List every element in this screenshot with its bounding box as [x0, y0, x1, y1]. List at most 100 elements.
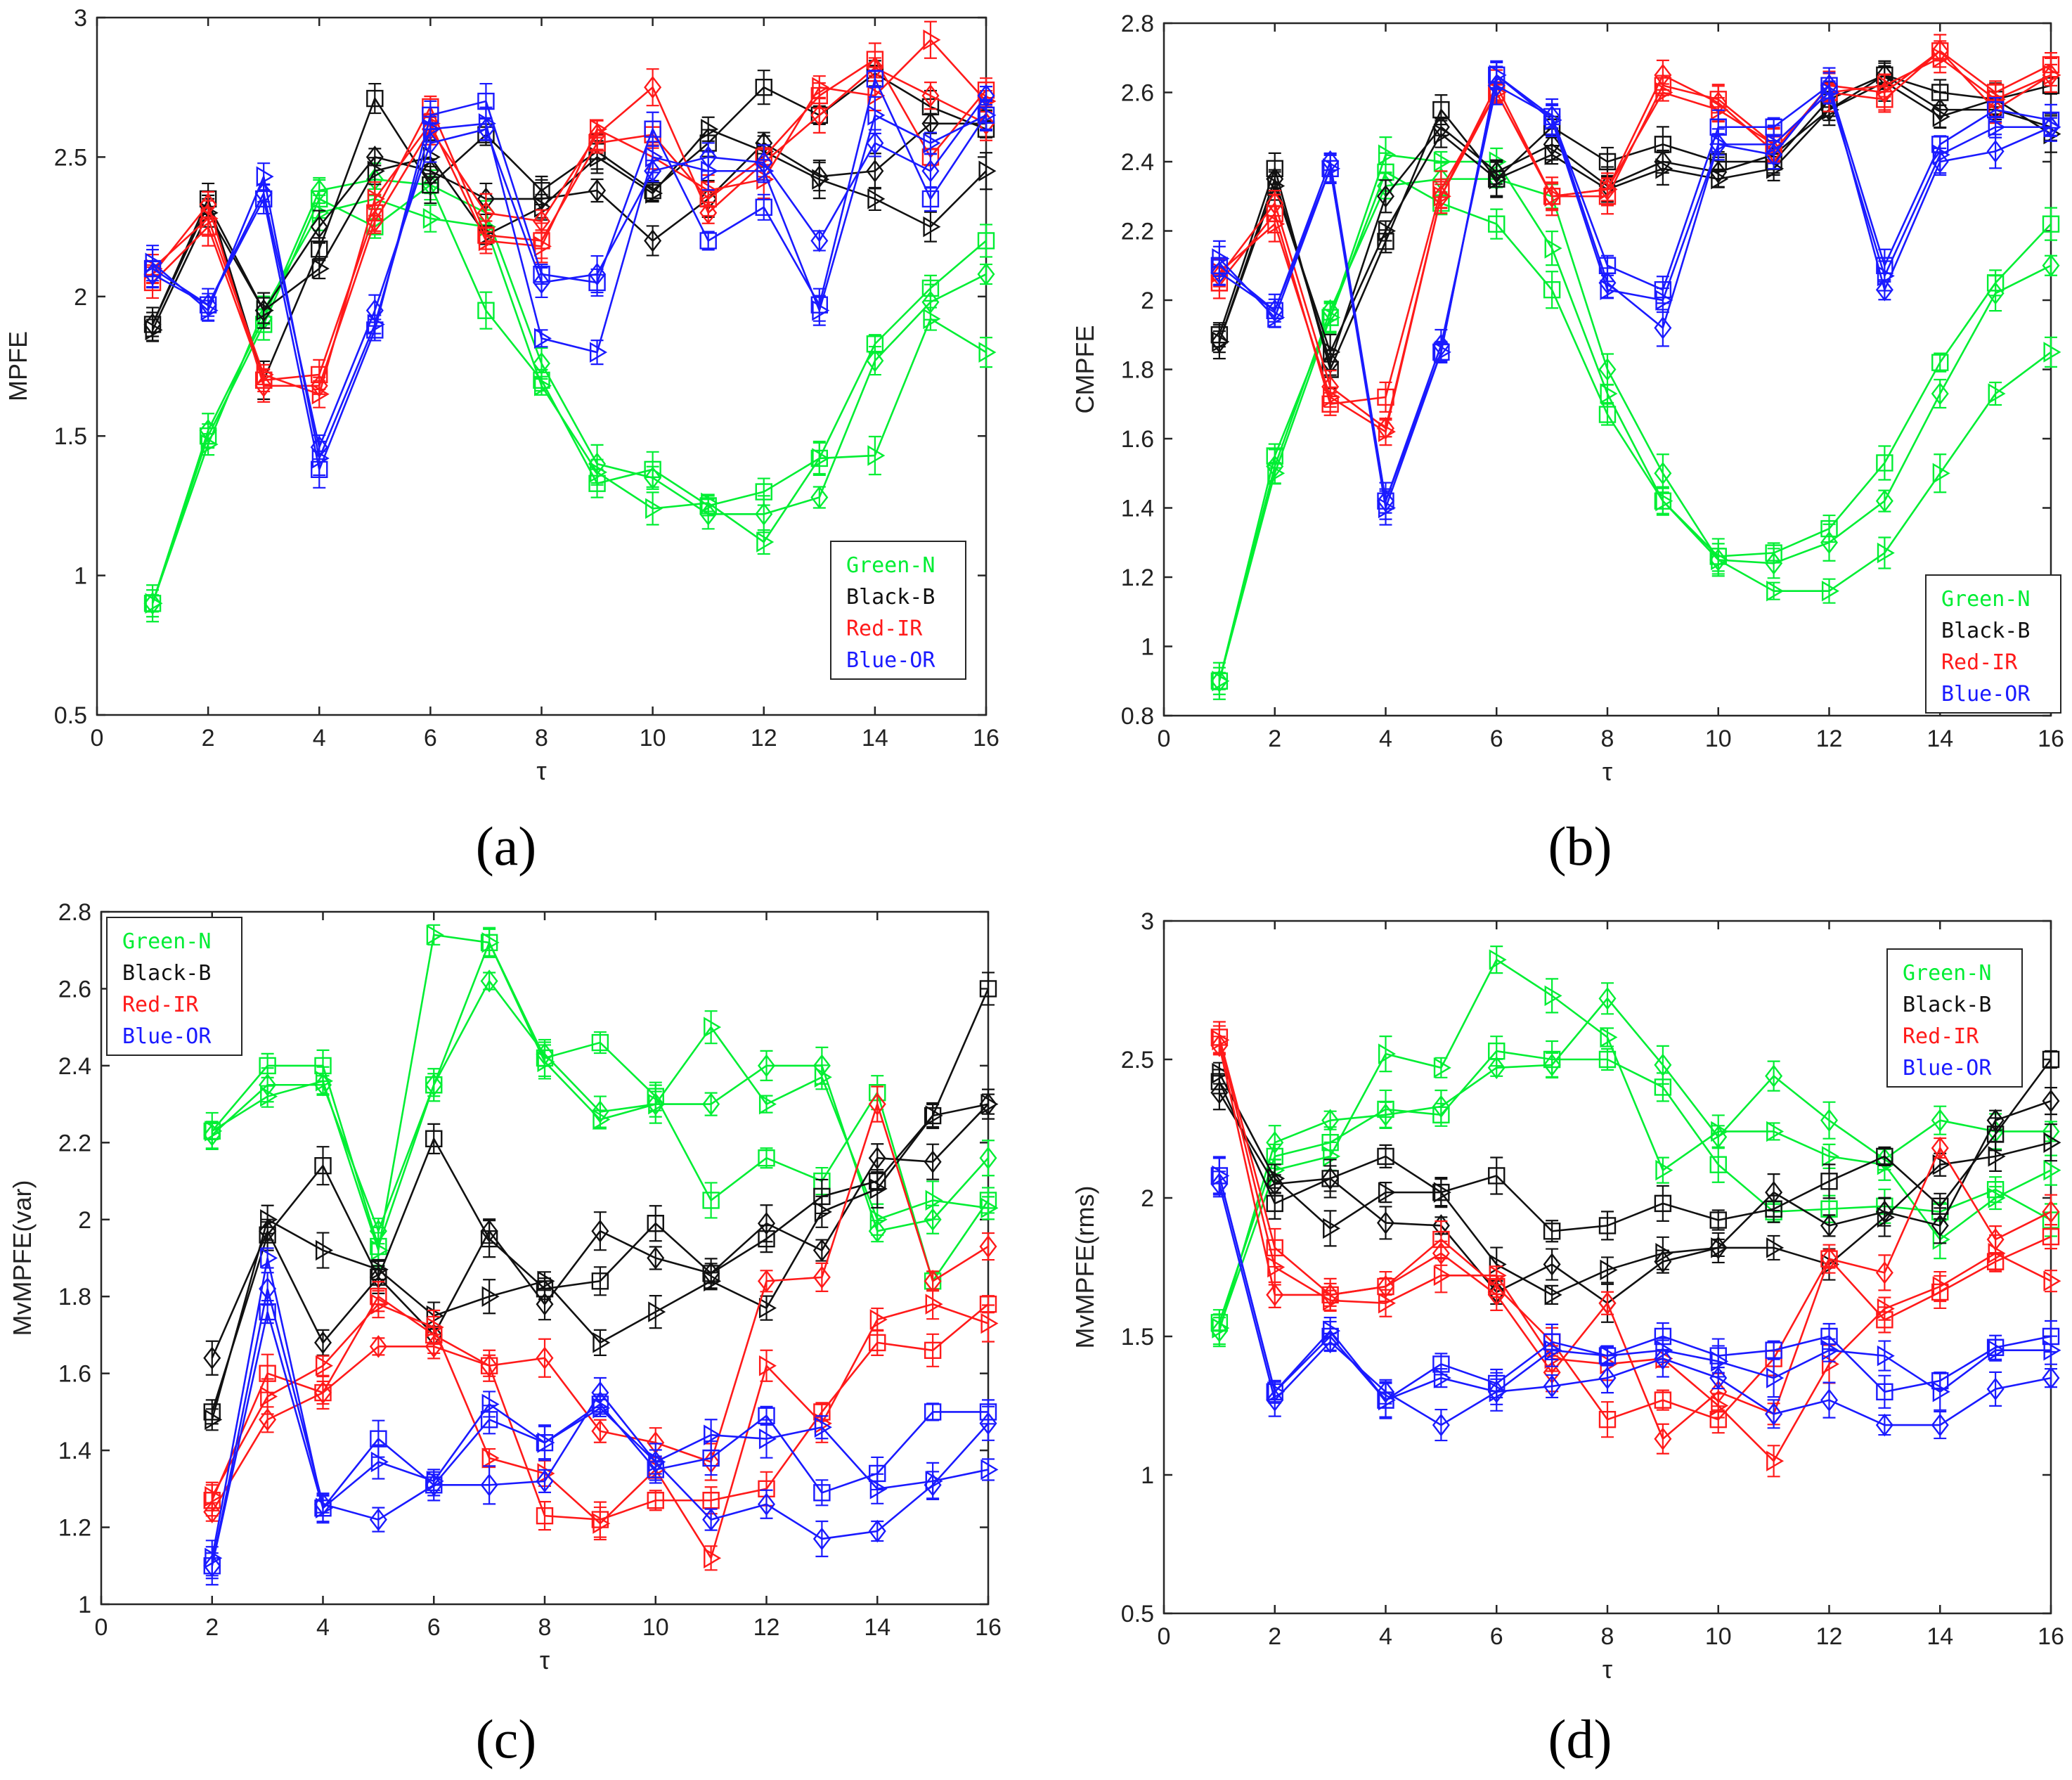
data-point-diamond — [921, 84, 940, 108]
data-point-triangle — [1433, 1182, 1451, 1203]
series-line — [1218, 74, 2052, 366]
data-point-diamond — [812, 1527, 831, 1551]
data-point-triangle — [814, 1201, 832, 1223]
data-point-triangle — [422, 207, 441, 229]
data-point-diamond — [1598, 358, 1617, 381]
data-point-diamond — [310, 215, 328, 238]
data-point-diamond — [644, 75, 662, 99]
data-point-triangle — [980, 1459, 999, 1481]
data-point-diamond — [702, 1508, 720, 1531]
data-point-triangle — [2043, 1159, 2061, 1181]
y-axis-label: MvMPFE(var) — [8, 1180, 37, 1336]
data-point-triangle — [315, 1355, 333, 1376]
y-tick-label: 3 — [1141, 908, 1154, 935]
data-point-square — [1543, 1223, 1561, 1240]
x-tick-label: 14 — [862, 725, 888, 752]
data-point-triangle — [648, 1301, 666, 1322]
data-point-diamond — [259, 1408, 277, 1431]
data-point-diamond — [1931, 1214, 1949, 1237]
y-tick-label: 1 — [1141, 1462, 1154, 1489]
data-point-diamond — [1543, 1374, 1561, 1398]
series-line — [1218, 74, 2052, 373]
data-point-triangle — [814, 1066, 832, 1088]
legend-entry: Black-B — [1941, 619, 2030, 643]
data-point-square — [1321, 395, 1339, 413]
data-point-square — [699, 134, 717, 152]
data-point-square — [591, 1033, 609, 1052]
data-point-diamond — [921, 159, 940, 183]
x-tick-label: 14 — [1927, 725, 1953, 752]
series-line — [152, 114, 987, 462]
data-point-square — [813, 1484, 831, 1502]
data-point-diamond — [1543, 1053, 1561, 1077]
panel-c: 0 2 4 6 8 10 12 14 16 1 1.2 1.4 1.6 1.8 2 2.2 2.4 2.6 2.8 τ… — [8, 899, 1002, 1769]
data-point-square — [1654, 1194, 1672, 1213]
y-tick-label: 1.2 — [1121, 565, 1154, 591]
data-point-square — [1876, 454, 1893, 472]
data-point-diamond — [2042, 1200, 2060, 1223]
data-point-triangle — [1600, 1026, 1618, 1048]
series-blue-or-triangle — [145, 96, 997, 477]
data-point-triangle — [426, 1305, 444, 1327]
x-tick-label: 0 — [95, 1614, 108, 1641]
series-line — [1218, 1059, 2052, 1232]
data-point-diamond — [1376, 1211, 1395, 1234]
data-point-square — [536, 1049, 554, 1067]
data-point-diamond — [369, 1335, 387, 1358]
data-point-square — [588, 273, 606, 292]
data-point-diamond — [868, 1519, 886, 1543]
data-point-triangle — [311, 448, 330, 469]
series-line — [151, 178, 987, 604]
panel-label: (b) — [1548, 815, 1612, 877]
panel-label: (c) — [476, 1708, 537, 1769]
data-point-diamond — [924, 1150, 942, 1173]
series-line — [1218, 1175, 2052, 1402]
data-point-square — [1931, 1197, 1949, 1215]
data-point-diamond — [1986, 1377, 2005, 1401]
data-point-triangle — [1766, 1237, 1785, 1258]
data-point-diamond — [1931, 1136, 1949, 1160]
y-tick-label: 1 — [1141, 634, 1154, 661]
data-point-triangle — [370, 1239, 389, 1261]
data-point-square — [259, 1365, 276, 1382]
data-point-triangle — [869, 1309, 888, 1330]
y-tick-label: 1.8 — [58, 1284, 91, 1310]
data-point-square — [1820, 1200, 1838, 1218]
y-tick-label: 2 — [1141, 1185, 1154, 1212]
data-point-square — [1765, 118, 1782, 136]
data-point-triangle — [812, 169, 830, 190]
data-point-triangle — [1212, 1062, 1230, 1084]
legend-entry: Red-IR — [122, 993, 199, 1017]
data-point-diamond — [1376, 1103, 1395, 1127]
data-point-square — [1432, 101, 1450, 119]
data-point-diamond — [1321, 1167, 1340, 1190]
data-point-triangle — [200, 207, 219, 229]
data-point-square — [921, 98, 940, 116]
data-point-diamond — [1598, 1291, 1617, 1315]
legend-entry: Green-N — [846, 553, 935, 578]
data-point-square — [1876, 1383, 1893, 1400]
x-tick-label: 2 — [202, 725, 215, 752]
data-point-square — [1820, 1173, 1838, 1190]
legend-entry: Black-B — [122, 961, 211, 986]
data-point-diamond — [203, 1346, 221, 1370]
series-line — [151, 122, 986, 325]
data-point-triangle — [205, 1486, 223, 1507]
legend-entry: Black-B — [846, 585, 935, 610]
data-point-triangle — [422, 118, 441, 140]
data-point-triangle — [648, 1451, 666, 1473]
data-point-square — [591, 1272, 609, 1290]
data-point-triangle — [1711, 99, 1729, 120]
x-tick-label: 0 — [1158, 725, 1171, 752]
data-point-square — [1266, 1239, 1283, 1257]
data-point-diamond — [1986, 281, 2005, 305]
data-point-square — [314, 1499, 332, 1517]
data-point-square — [259, 1226, 276, 1244]
data-point-triangle — [315, 1071, 333, 1092]
x-tick-label: 16 — [2038, 725, 2064, 752]
data-point-square — [1709, 1156, 1727, 1173]
data-point-diamond — [1986, 1109, 2005, 1132]
data-point-triangle — [758, 1093, 777, 1115]
data-point-triangle — [1489, 65, 1507, 86]
data-point-diamond — [757, 1211, 776, 1235]
